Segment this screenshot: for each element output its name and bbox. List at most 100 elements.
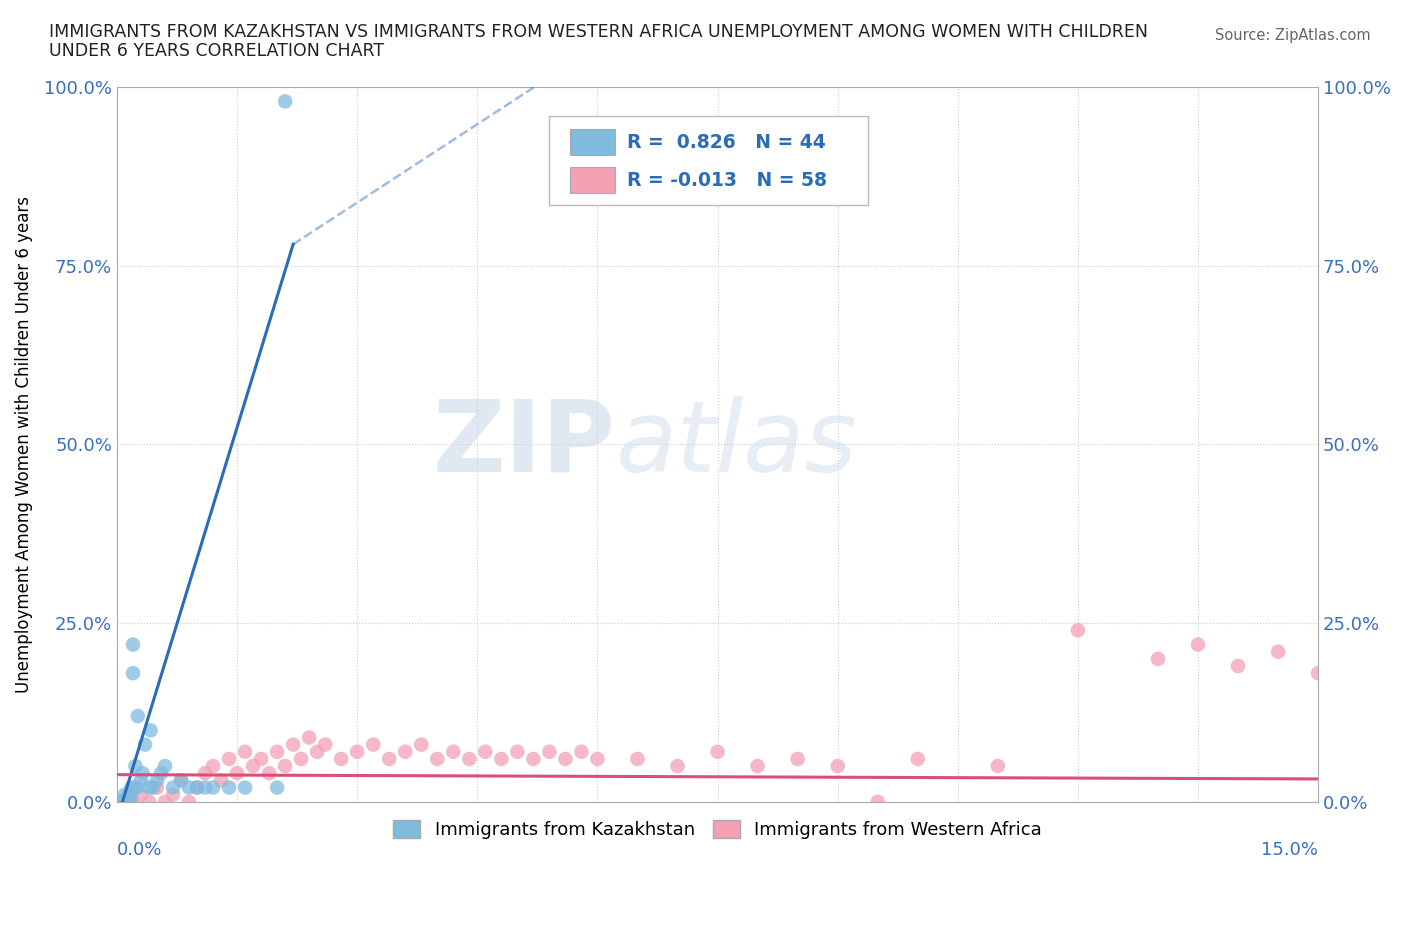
Point <box>115 794 138 809</box>
Point <box>150 765 173 780</box>
Point <box>153 759 176 774</box>
Point <box>112 794 135 809</box>
Point <box>120 787 142 802</box>
Point <box>378 751 401 766</box>
Point <box>108 794 131 809</box>
Point <box>153 794 176 809</box>
Point <box>117 794 139 809</box>
Point <box>626 751 648 766</box>
Point <box>114 794 136 809</box>
Point <box>314 737 336 752</box>
Point <box>361 737 384 752</box>
Point <box>218 751 240 766</box>
Point <box>257 765 280 780</box>
Point <box>186 780 208 795</box>
Text: ZIP: ZIP <box>433 396 616 493</box>
Point <box>554 751 576 766</box>
Point <box>307 744 329 759</box>
Point <box>506 744 529 759</box>
Point <box>122 666 145 681</box>
Point <box>111 794 134 809</box>
Point <box>146 773 169 788</box>
Point <box>538 744 561 759</box>
Point <box>474 744 496 759</box>
Point <box>274 759 297 774</box>
Point <box>107 794 129 809</box>
FancyBboxPatch shape <box>569 129 616 155</box>
Point <box>110 794 132 809</box>
Point <box>706 744 728 759</box>
Point <box>747 759 769 774</box>
FancyBboxPatch shape <box>569 167 616 193</box>
Point <box>134 737 156 752</box>
Point <box>907 751 929 766</box>
Point <box>124 759 146 774</box>
Point <box>129 787 152 802</box>
Point <box>218 780 240 795</box>
Text: 15.0%: 15.0% <box>1261 841 1319 859</box>
Point <box>987 759 1010 774</box>
Point <box>586 751 609 766</box>
Point <box>170 773 193 788</box>
Point <box>441 744 464 759</box>
Text: atlas: atlas <box>616 396 858 493</box>
Point <box>666 759 689 774</box>
Y-axis label: Unemployment Among Women with Children Under 6 years: Unemployment Among Women with Children U… <box>15 196 32 693</box>
Point <box>117 794 139 809</box>
Point <box>177 794 200 809</box>
Point <box>1187 637 1209 652</box>
Point <box>233 744 256 759</box>
Point <box>426 751 449 766</box>
Point <box>194 780 217 795</box>
Point <box>114 787 136 802</box>
Point <box>118 787 141 802</box>
Point <box>346 744 368 759</box>
Point <box>177 780 200 795</box>
Point <box>118 794 141 809</box>
Point <box>131 765 153 780</box>
Point <box>209 773 232 788</box>
Point <box>186 780 208 795</box>
Point <box>290 751 312 766</box>
Point <box>1227 658 1250 673</box>
Point <box>120 780 142 795</box>
Point <box>162 787 184 802</box>
Point <box>242 759 264 774</box>
Point <box>1147 651 1170 666</box>
Text: UNDER 6 YEARS CORRELATION CHART: UNDER 6 YEARS CORRELATION CHART <box>49 42 384 60</box>
Point <box>111 794 134 809</box>
Point <box>122 794 145 809</box>
Point <box>129 773 152 788</box>
Point <box>127 709 149 724</box>
Point <box>330 751 353 766</box>
Point <box>108 794 131 809</box>
Point <box>170 773 193 788</box>
Point <box>298 730 321 745</box>
Point <box>281 737 304 752</box>
Point <box>112 794 135 809</box>
Legend: Immigrants from Kazakhstan, Immigrants from Western Africa: Immigrants from Kazakhstan, Immigrants f… <box>385 813 1049 846</box>
Point <box>226 765 249 780</box>
Text: Source: ZipAtlas.com: Source: ZipAtlas.com <box>1215 28 1371 43</box>
Point <box>458 751 481 766</box>
Text: 0.0%: 0.0% <box>117 841 162 859</box>
FancyBboxPatch shape <box>550 115 868 205</box>
Point <box>108 794 131 809</box>
Point <box>394 744 416 759</box>
Text: IMMIGRANTS FROM KAZAKHSTAN VS IMMIGRANTS FROM WESTERN AFRICA UNEMPLOYMENT AMONG : IMMIGRANTS FROM KAZAKHSTAN VS IMMIGRANTS… <box>49 23 1149 41</box>
Point <box>491 751 513 766</box>
Point <box>194 765 217 780</box>
Point <box>522 751 544 766</box>
Point <box>162 780 184 795</box>
Point <box>125 780 148 795</box>
Point <box>266 744 288 759</box>
Point <box>266 780 288 795</box>
Point <box>124 780 146 795</box>
Point <box>233 780 256 795</box>
Text: R =  0.826   N = 44: R = 0.826 N = 44 <box>627 133 827 152</box>
Point <box>786 751 808 766</box>
Text: R = -0.013   N = 58: R = -0.013 N = 58 <box>627 170 828 190</box>
Point <box>139 723 162 737</box>
Point <box>202 759 225 774</box>
Point <box>1308 666 1330 681</box>
